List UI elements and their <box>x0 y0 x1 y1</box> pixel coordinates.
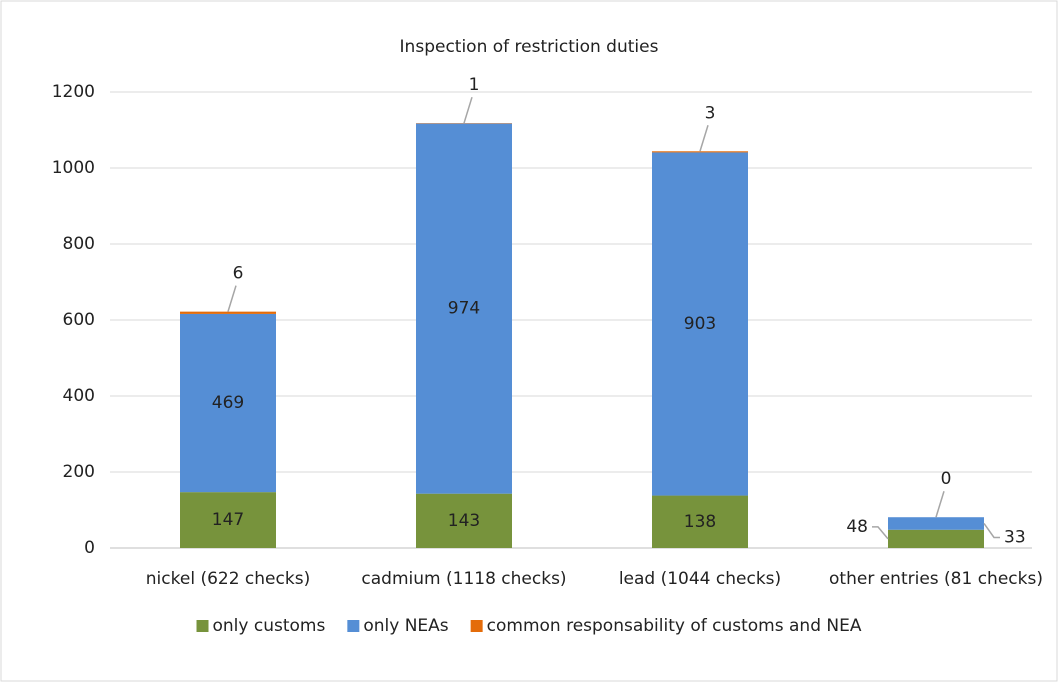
data-label: 1 <box>469 75 480 95</box>
leader-line <box>227 285 237 312</box>
leader-line <box>935 490 945 518</box>
legend-label: common responsability of customs and NEA <box>487 616 862 636</box>
y-tick-label: 400 <box>63 386 95 406</box>
bar-segment <box>416 123 512 494</box>
data-label: 903 <box>684 314 716 334</box>
data-label: 0 <box>941 469 952 489</box>
x-tick-label: cadmium (1118 checks) <box>361 569 567 589</box>
bar-segment <box>888 529 984 548</box>
legend-label: only customs <box>213 616 326 636</box>
y-tick-label: 800 <box>63 234 95 254</box>
data-label: 33 <box>1004 527 1026 547</box>
x-tick-label: other entries (81 checks) <box>829 569 1043 589</box>
legend-swatch <box>470 620 483 632</box>
x-tick-label: lead (1044 checks) <box>618 569 782 589</box>
leader-line <box>699 125 709 152</box>
y-tick-label: 600 <box>63 310 95 330</box>
data-label: 6 <box>233 264 244 284</box>
data-label: 143 <box>448 511 480 531</box>
y-tick-label: 1000 <box>52 158 95 178</box>
legend-label: only NEAs <box>363 616 448 636</box>
y-tick-label: 1200 <box>52 82 95 102</box>
data-label: 3 <box>705 103 716 123</box>
y-tick-label: 200 <box>63 462 95 482</box>
bar-segment <box>888 517 984 530</box>
leader-line <box>872 526 889 540</box>
data-label: 974 <box>448 299 480 319</box>
bar-segment <box>180 492 276 548</box>
leader-line <box>983 523 1000 539</box>
y-tick-label: 0 <box>84 538 95 558</box>
bar-segment <box>652 495 748 548</box>
x-tick-label: nickel (622 checks) <box>145 569 311 589</box>
bar-segment <box>180 313 276 493</box>
data-label: 138 <box>684 512 716 532</box>
data-label: 48 <box>846 517 868 537</box>
legend-swatch <box>196 620 209 632</box>
legend-swatch <box>347 620 360 632</box>
data-label: 469 <box>212 393 244 413</box>
leader-line <box>463 96 473 124</box>
bar-segment <box>652 151 748 153</box>
bar-segment <box>180 311 276 314</box>
bar-segment <box>652 152 748 496</box>
chart-title: Inspection of restriction duties <box>400 37 659 57</box>
bar-segment <box>416 493 512 548</box>
data-label: 147 <box>212 510 244 530</box>
